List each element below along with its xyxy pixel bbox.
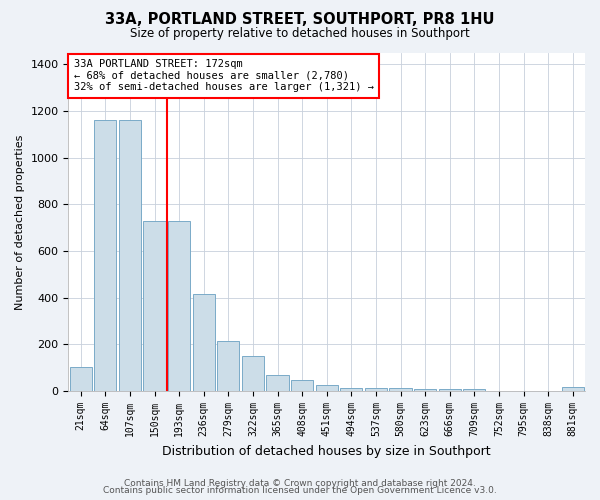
Bar: [242, 356, 264, 391]
Bar: [365, 388, 387, 391]
Bar: [70, 366, 92, 391]
Text: Size of property relative to detached houses in Southport: Size of property relative to detached ho…: [130, 28, 470, 40]
Text: Contains public sector information licensed under the Open Government Licence v3: Contains public sector information licen…: [103, 486, 497, 495]
Bar: [291, 380, 313, 391]
Text: Contains HM Land Registry data © Crown copyright and database right 2024.: Contains HM Land Registry data © Crown c…: [124, 478, 476, 488]
Bar: [389, 388, 412, 391]
Bar: [143, 220, 166, 391]
Bar: [340, 388, 362, 391]
Text: 33A, PORTLAND STREET, SOUTHPORT, PR8 1HU: 33A, PORTLAND STREET, SOUTHPORT, PR8 1HU: [105, 12, 495, 28]
Text: 33A PORTLAND STREET: 172sqm
← 68% of detached houses are smaller (2,780)
32% of : 33A PORTLAND STREET: 172sqm ← 68% of det…: [74, 60, 374, 92]
Bar: [463, 390, 485, 391]
Bar: [266, 375, 289, 391]
Bar: [119, 120, 141, 391]
Y-axis label: Number of detached properties: Number of detached properties: [15, 134, 25, 310]
Bar: [414, 389, 436, 391]
Bar: [316, 386, 338, 391]
Bar: [439, 390, 461, 391]
X-axis label: Distribution of detached houses by size in Southport: Distribution of detached houses by size …: [163, 444, 491, 458]
Bar: [562, 386, 584, 391]
Bar: [168, 220, 190, 391]
Bar: [193, 294, 215, 391]
Bar: [217, 341, 239, 391]
Bar: [94, 120, 116, 391]
